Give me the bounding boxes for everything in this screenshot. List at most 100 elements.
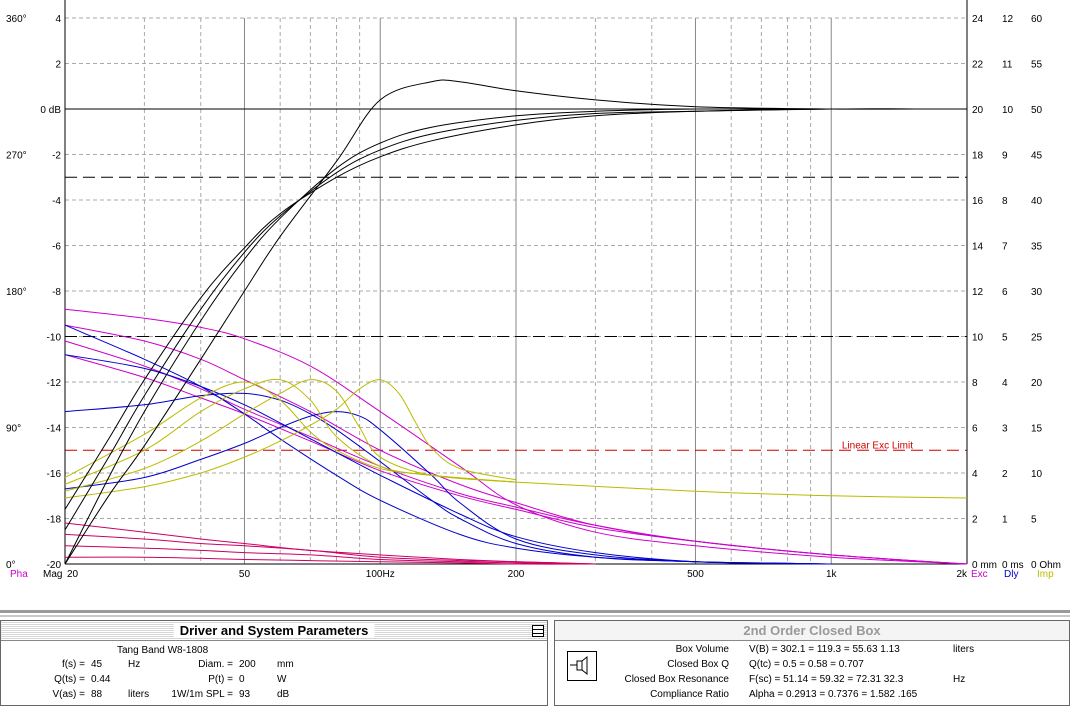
- series-excursion-line: [64, 533, 596, 565]
- y-right-tick-label-dly: 12: [1002, 14, 1014, 25]
- box-param-values: Alpha = 0.2913 = 0.7376 = 1.582 .165: [749, 689, 918, 700]
- x-tick-label: 2k: [956, 569, 968, 580]
- x-tick-label: 100Hz: [366, 569, 395, 580]
- driver-param-value: 200: [239, 659, 256, 670]
- y-right-tick-label-exc: 22: [972, 60, 984, 71]
- series-impedance-line: [64, 379, 517, 499]
- y-right-tick-label-dly: 2: [1002, 469, 1008, 480]
- y-right-tick-label-exc: 20: [972, 105, 984, 116]
- y-right-tick-label-dly: 0 ms: [1002, 560, 1024, 571]
- driver-param-unit: W: [277, 674, 287, 685]
- series-delay-line: [64, 354, 832, 565]
- y-tick-label-magnitude: -2: [52, 151, 61, 162]
- y-right-tick-label-exc: 0 mm: [972, 560, 997, 571]
- y-right-tick-label-exc: 2: [972, 515, 978, 526]
- driver-param-unit: dB: [277, 689, 290, 700]
- driver-param-value: 45: [91, 659, 103, 670]
- driver-param-label: P(t) =: [208, 674, 233, 685]
- legend-label-pha: Pha: [10, 569, 28, 580]
- zoom-box-icon[interactable]: [532, 625, 544, 637]
- y-right-tick-label-dly: 3: [1002, 424, 1008, 435]
- x-tick-label: 20: [67, 569, 79, 580]
- box-param-label: Closed Box Resonance: [624, 674, 729, 685]
- y-right-tick-label-imp: 20: [1031, 378, 1043, 389]
- y-right-tick-label-dly: 11: [1002, 60, 1013, 71]
- y-tick-label-magnitude: -10: [47, 333, 62, 344]
- closed-box-title: 2nd Order Closed Box: [737, 624, 887, 638]
- driver-param-unit: mm: [277, 659, 294, 670]
- window-separator-lower: [0, 615, 1070, 617]
- y-right-tick-label-exc: 18: [972, 151, 984, 162]
- legend-label-mag: Mag: [43, 569, 62, 580]
- series-impedance-line: [64, 381, 968, 499]
- box-param-unit: Hz: [953, 674, 966, 685]
- y-right-tick-label-imp: 60: [1031, 14, 1043, 25]
- y-tick-label-phase: 360°: [6, 14, 27, 25]
- x-tick-label: 1k: [826, 569, 838, 580]
- box-param-label: Compliance Ratio: [650, 689, 729, 700]
- legend-label-exc: Exc: [971, 569, 988, 580]
- driver-param-label: V(as) =: [52, 689, 85, 700]
- y-right-tick-label-dly: 6: [1002, 287, 1008, 298]
- series-magnitude-line: [64, 108, 936, 510]
- series-delay-line: [64, 392, 832, 565]
- y-right-tick-label-dly: 9: [1002, 151, 1008, 162]
- y-right-tick-label-exc: 8: [972, 378, 978, 389]
- legend-label-dly: Dly: [1004, 569, 1018, 580]
- y-tick-label-magnitude: -12: [47, 378, 62, 389]
- y-right-tick-label-dly: 5: [1002, 333, 1008, 344]
- series-phase-line: [64, 308, 968, 565]
- window-separator: [0, 610, 1070, 613]
- y-tick-label-magnitude: 4: [55, 14, 61, 25]
- driver-param-label: Q(ts) =: [54, 674, 85, 685]
- driver-param-unit: Hz: [128, 659, 141, 670]
- x-tick-label: 500: [687, 569, 704, 580]
- y-right-tick-label-imp: 35: [1031, 242, 1043, 253]
- y-tick-label-magnitude: -14: [47, 424, 62, 435]
- y-tick-label-phase: 0°: [6, 560, 16, 571]
- series-magnitude-line: [64, 108, 936, 565]
- y-tick-label-magnitude: 2: [55, 60, 61, 71]
- y-tick-label-magnitude: -18: [47, 515, 62, 526]
- y-right-tick-label-imp: 25: [1031, 333, 1043, 344]
- y-tick-label-phase: 270°: [6, 151, 27, 162]
- box-param-label: Closed Box Q: [667, 659, 729, 670]
- series-delay-line: [64, 411, 832, 565]
- y-right-tick-label-dly: 1: [1002, 515, 1008, 526]
- series-impedance-line: [64, 379, 517, 492]
- series-excursion-line: [64, 556, 596, 565]
- y-tick-label-magnitude: -6: [52, 242, 61, 253]
- driver-param-unit: liters: [128, 689, 150, 700]
- y-right-tick-label-exc: 16: [972, 196, 984, 207]
- driver-param-label: Diam. =: [198, 659, 233, 670]
- closed-box-titlebar[interactable]: 2nd Order Closed Box: [555, 621, 1069, 641]
- closed-box-window[interactable]: 2nd Order Closed Box Box Volume V(B) = 30…: [554, 620, 1070, 706]
- y-tick-label-magnitude: -16: [47, 469, 62, 480]
- y-right-tick-label-exc: 10: [972, 333, 984, 344]
- driver-parameters-titlebar[interactable]: Driver and System Parameters: [1, 621, 547, 641]
- y-right-tick-label-dly: 10: [1002, 105, 1014, 116]
- box-param-values: F(sc) = 51.14 = 59.32 = 72.31 32.3: [749, 674, 904, 685]
- box-param-values: V(B) = 302.1 = 119.3 = 55.63 1.13: [749, 644, 900, 655]
- y-tick-label-phase: 90°: [6, 424, 21, 435]
- driver-parameters-title: Driver and System Parameters: [173, 624, 375, 638]
- y-right-tick-label-dly: 4: [1002, 378, 1008, 389]
- y-right-tick-label-dly: 7: [1002, 242, 1008, 253]
- y-right-tick-label-imp: 50: [1031, 105, 1043, 116]
- series-excursion-line: [64, 545, 596, 565]
- speaker-box-icon: [567, 651, 597, 681]
- y-tick-label-magnitude: -20: [47, 560, 62, 571]
- y-right-tick-label-imp: 10: [1031, 469, 1043, 480]
- x-tick-label: 50: [239, 569, 251, 580]
- driver-param-label: 1W/1m SPL =: [171, 689, 233, 700]
- driver-name: Tang Band W8-1808: [117, 645, 209, 656]
- series-magnitude-line: [64, 79, 936, 565]
- driver-parameters-window[interactable]: Driver and System Parameters Tang Band W…: [0, 620, 548, 706]
- y-right-tick-label-imp: 55: [1031, 60, 1043, 71]
- box-param-values: Q(tc) = 0.5 = 0.58 = 0.707: [749, 659, 864, 670]
- box-param-label: Box Volume: [675, 644, 729, 655]
- chart-svg: Linear Exc Limit 4 2 0 dB -2 -4 -6 -8 -10 -12 -14 -…: [6, 0, 1061, 580]
- driver-param-label: f(s) =: [61, 659, 85, 670]
- driver-param-value: 0: [239, 674, 245, 685]
- y-right-tick-label-imp: 5: [1031, 515, 1037, 526]
